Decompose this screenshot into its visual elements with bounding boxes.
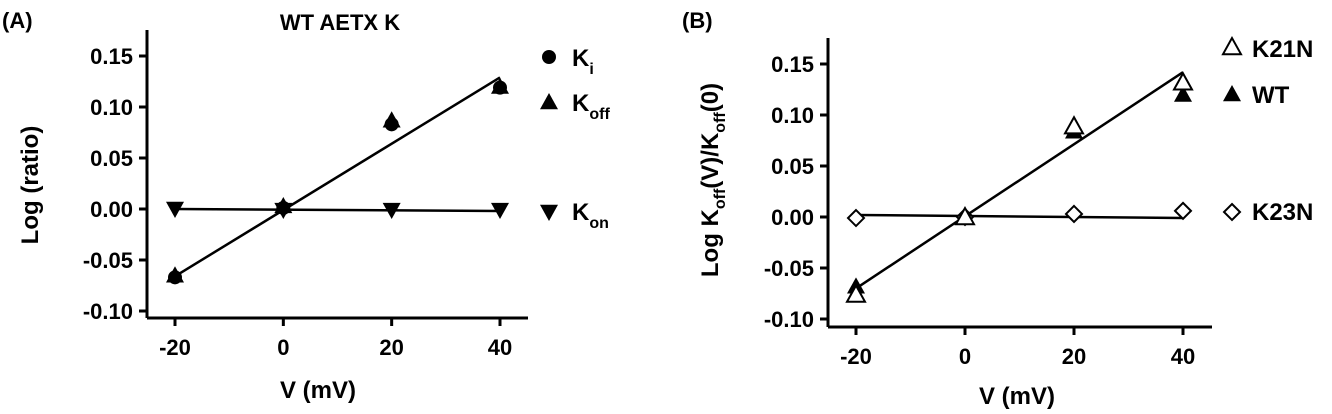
legend-marker-ki <box>542 50 556 64</box>
legend-item-k21n <box>1221 35 1243 56</box>
legend-item-k23n <box>1222 202 1242 222</box>
x-tick-label: -20 <box>840 344 872 369</box>
fit-lines-a <box>174 76 501 278</box>
x-tick-label: 40 <box>1171 344 1195 369</box>
data-point-ki <box>276 200 291 215</box>
x-tick-label: 20 <box>379 335 403 360</box>
data-point-k21n <box>1063 115 1085 135</box>
x-tick-label: 20 <box>1062 344 1086 369</box>
data-point-kon <box>491 202 509 220</box>
data-point-k21n <box>845 283 867 303</box>
legend-item-ki <box>542 50 556 64</box>
y-tick-label: 0.00 <box>90 197 133 222</box>
y-tick-label: 0.05 <box>90 146 133 171</box>
y-tick-label: -0.10 <box>83 299 133 324</box>
panel-b: (B) -0.10 -0.05 0.00 0.05 0.10 0.15 -20 … <box>682 8 1313 410</box>
x-axis-label-b: V (mV) <box>979 383 1055 410</box>
legend-label-k23n: K23N <box>1252 199 1313 226</box>
x-tick-label: 0 <box>277 335 289 360</box>
legend-label-koff: Koff <box>572 90 610 123</box>
y-tick-label: -0.05 <box>83 248 133 273</box>
data-point-ki <box>384 117 399 132</box>
legend-label-kon: Kon <box>572 199 609 232</box>
y-axis-label-a: Log (ratio) <box>17 126 44 245</box>
data-point-kon <box>166 201 184 218</box>
x-tick-labels-a: -20 0 20 40 <box>159 335 512 360</box>
panel-label-a: (A) <box>2 8 33 33</box>
data-point-ki <box>168 270 182 285</box>
axes-b <box>820 38 1212 335</box>
data-point-k23n <box>1173 201 1193 221</box>
data-markers-b <box>845 71 1194 303</box>
fit-line <box>174 207 501 213</box>
y-tick-label: -0.10 <box>764 307 814 332</box>
legend-b: K21N WT K23N <box>1221 35 1313 226</box>
y-tick-label: 0.15 <box>771 52 814 77</box>
data-point-k23n <box>1064 204 1084 224</box>
y-tick-label: 0.10 <box>771 103 814 128</box>
legend-label-wt: WT <box>1252 82 1290 109</box>
x-axis-label-a: V (mV) <box>280 377 356 404</box>
axes-a <box>139 30 528 326</box>
fit-line <box>855 213 1184 220</box>
legend-label-k21n: K21N <box>1252 36 1313 63</box>
x-tick-label: 40 <box>488 335 512 360</box>
data-point-k23n <box>846 208 866 228</box>
legend-a: Ki Koff Kon <box>540 45 610 232</box>
data-point-kon <box>382 202 401 220</box>
panel-label-b: (B) <box>682 8 713 33</box>
y-axis-label-b: Log Koff(V)/Koff(0) <box>697 83 729 277</box>
fit-lines-b <box>855 71 1184 290</box>
data-markers-a <box>166 77 509 285</box>
y-tick-label: 0.10 <box>90 95 133 120</box>
y-tick-label: 0.05 <box>771 154 814 179</box>
y-tick-label: -0.05 <box>764 256 814 281</box>
x-tick-labels-b: -20 0 20 40 <box>840 344 1195 369</box>
legend-item-wt <box>1223 85 1241 102</box>
y-tick-label: 0.15 <box>90 44 133 69</box>
legend-marker-wt <box>1223 85 1241 102</box>
legend-marker-k23n <box>1222 202 1242 222</box>
y-tick-labels-b: -0.10 -0.05 0.00 0.05 0.10 0.15 <box>764 52 814 332</box>
panel-a: (A) WT AETX K -0.10 -0.05 0.00 0.05 0.10… <box>2 8 610 404</box>
y-tick-label: 0.00 <box>771 205 814 230</box>
data-point-wt <box>1174 85 1192 102</box>
legend-item-kon <box>540 204 558 221</box>
y-tick-labels-a: -0.10 -0.05 0.00 0.05 0.10 0.15 <box>83 44 133 324</box>
x-tick-label: -20 <box>159 335 191 360</box>
legend-item-koff <box>540 93 558 110</box>
data-point-ki <box>493 80 507 95</box>
legend-label-ki: Ki <box>572 45 594 78</box>
fit-line <box>855 71 1184 290</box>
legend-marker-kon <box>540 204 558 221</box>
fit-line <box>174 76 501 278</box>
chart-title-a: WT AETX K <box>280 10 400 35</box>
data-point-k21n <box>954 205 976 226</box>
data-point-k21n <box>1172 71 1194 91</box>
legend-marker-koff <box>540 93 558 110</box>
legend-marker-k21n <box>1221 35 1243 56</box>
x-tick-label: 0 <box>959 344 971 369</box>
